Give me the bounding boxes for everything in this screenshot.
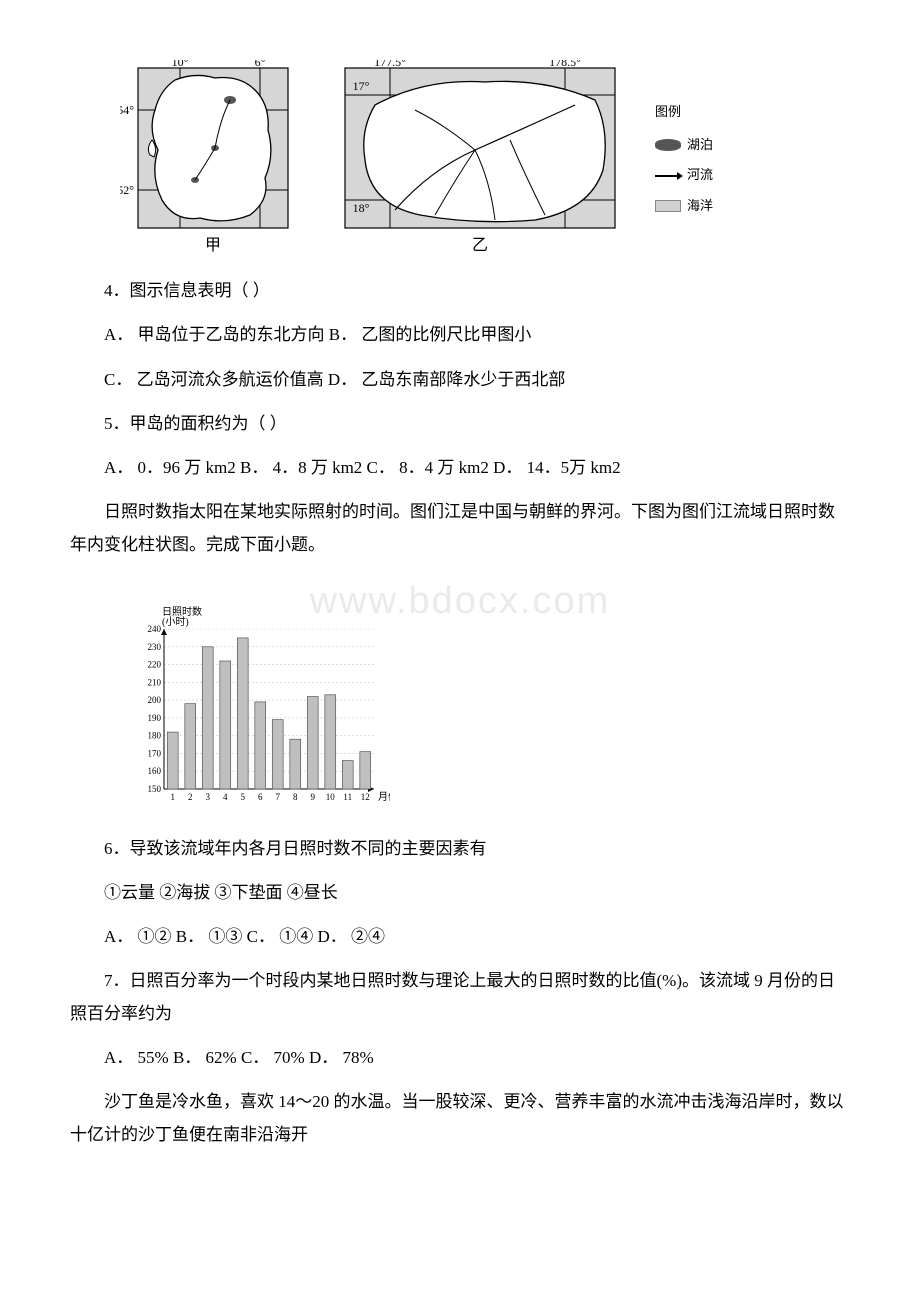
yi-lat-0: 17° — [353, 79, 370, 93]
map-jia: 10° 6° 54° 52° 甲 — [120, 60, 305, 260]
q5-opts: A． 0．96 万 km2 B． 4．8 万 km2 C． 8．4 万 km2 … — [70, 452, 850, 484]
yi-lon-1: 178.5° — [549, 60, 581, 69]
svg-text:200: 200 — [148, 695, 162, 705]
q7-opts: A． 55% B． 62% C． 70% D． 78% — [70, 1042, 850, 1074]
legend-lake: 湖泊 — [687, 133, 713, 158]
svg-text:160: 160 — [148, 766, 162, 776]
q6-stem: 6．导致该流域年内各月日照时数不同的主要因素有 — [70, 833, 850, 865]
map-legend: 图例 湖泊 河流 海洋 — [655, 100, 713, 219]
svg-text:4: 4 — [223, 792, 228, 802]
q7-stem: 7．日照百分率为一个时段内某地日照时数与理论上最大的日照时数的比值(%)。该流域… — [70, 965, 850, 1030]
jia-lat-0: 54° — [120, 103, 134, 117]
river-icon — [655, 175, 681, 177]
svg-text:11: 11 — [343, 792, 352, 802]
svg-text:150: 150 — [148, 784, 162, 794]
jia-lon-1: 6° — [255, 60, 266, 69]
intro-8: 沙丁鱼是冷水鱼，喜欢 14～20 的水温。当一股较深、更冷、营养丰富的水流冲击浅… — [70, 1086, 850, 1151]
svg-text:10: 10 — [326, 792, 336, 802]
legend-river: 河流 — [687, 163, 713, 188]
map-jia-label: 甲 — [205, 237, 221, 254]
svg-text:12: 12 — [361, 792, 370, 802]
sunshine-chart: 日照时数(小时)15016017018019020021022023024012… — [130, 605, 850, 820]
svg-text:1: 1 — [171, 792, 176, 802]
svg-text:6: 6 — [258, 792, 263, 802]
svg-text:3: 3 — [206, 792, 211, 802]
svg-text:2: 2 — [188, 792, 193, 802]
legend-title: 图例 — [655, 100, 713, 125]
q4-stem: 4．图示信息表明（ ） — [70, 275, 850, 307]
svg-text:180: 180 — [148, 731, 162, 741]
yi-lon-0: 177.5° — [374, 60, 406, 69]
ocean-icon — [655, 200, 681, 212]
map-yi-label: 乙 — [472, 237, 488, 254]
maps-figure: 10° 6° 54° 52° 甲 177.5° 178.5° 17° 18° — [120, 60, 850, 260]
svg-text:170: 170 — [148, 749, 162, 759]
q6-opts: A． ①② B． ①③ C． ①④ D． ②④ — [70, 921, 850, 953]
jia-lon-0: 10° — [172, 60, 189, 69]
q5-stem: 5．甲岛的面积约为（ ） — [70, 408, 850, 440]
q4-optCD: C． 乙岛河流众多航运价值高 D． 乙岛东南部降水少于西北部 — [70, 364, 850, 396]
svg-text:230: 230 — [148, 642, 162, 652]
map-yi: 177.5° 178.5° 17° 18° 乙 — [335, 60, 625, 260]
svg-text:240: 240 — [148, 624, 162, 634]
svg-text:220: 220 — [148, 660, 162, 670]
yi-lat-1: 18° — [353, 201, 370, 215]
legend-ocean: 海洋 — [687, 194, 713, 219]
q6-factors: ①云量 ②海拔 ③下垫面 ④昼长 — [70, 877, 850, 909]
lake-icon — [655, 139, 681, 151]
jia-lat-1: 52° — [120, 183, 134, 197]
svg-text:9: 9 — [311, 792, 316, 802]
svg-text:5: 5 — [241, 792, 246, 802]
svg-text:7: 7 — [276, 792, 281, 802]
svg-text:210: 210 — [148, 678, 162, 688]
svg-text:190: 190 — [148, 713, 162, 723]
q4-optAB: A． 甲岛位于乙岛的东北方向 B． 乙图的比例尺比甲图小 — [70, 319, 850, 351]
svg-text:8: 8 — [293, 792, 298, 802]
svg-text:(小时): (小时) — [162, 616, 189, 628]
svg-text:月份: 月份 — [378, 791, 390, 803]
intro-67: 日照时数指太阳在某地实际照射的时间。图们江是中国与朝鲜的界河。下图为图们江流域日… — [70, 496, 850, 561]
